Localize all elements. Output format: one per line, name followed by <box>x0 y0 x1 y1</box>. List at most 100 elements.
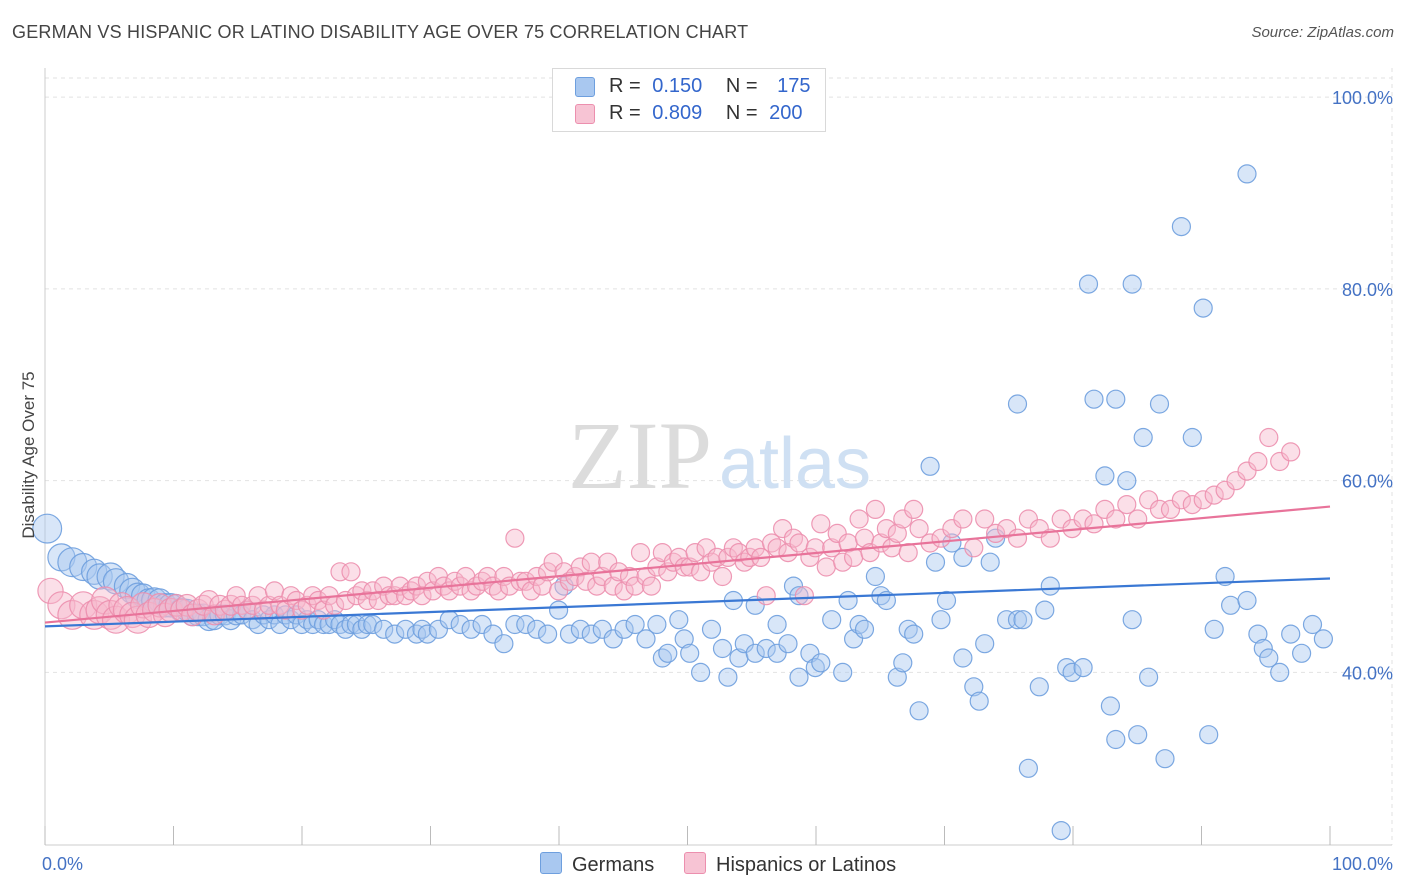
y-tick-label: 60.0% <box>1342 472 1393 492</box>
german-point <box>1122 610 1142 630</box>
hispanic-point <box>865 499 886 519</box>
hispanic-point <box>101 605 131 634</box>
german-point <box>822 610 842 630</box>
german-point <box>570 619 591 639</box>
german-point <box>363 614 383 635</box>
german-point <box>1007 394 1028 414</box>
hispanic-point <box>641 576 662 596</box>
german-point <box>374 619 394 639</box>
hispanic-point <box>778 542 798 563</box>
german-point <box>701 619 722 639</box>
german-point <box>559 624 580 644</box>
x-tick-label: 0.0% <box>42 854 83 874</box>
hispanic-point <box>1281 442 1301 462</box>
hispanic-point <box>412 586 432 606</box>
german-point <box>953 648 973 668</box>
german-point <box>789 586 809 606</box>
germans-points <box>32 164 1334 841</box>
legend-n-value: 175 <box>777 75 811 97</box>
hispanic-point <box>625 576 645 596</box>
hispanic-point <box>849 509 869 529</box>
german-point <box>461 619 481 639</box>
german-point <box>1007 610 1028 630</box>
axes <box>44 68 1392 846</box>
chart-title: GERMAN VS HISPANIC OR LATINO DISABILITY … <box>12 22 749 42</box>
hispanic-point <box>587 576 607 596</box>
german-point <box>800 643 820 663</box>
gridlines <box>45 68 1393 845</box>
german-point <box>1259 648 1279 668</box>
hispanic-point <box>953 509 973 529</box>
german-point <box>1040 576 1060 596</box>
german-point <box>887 667 907 687</box>
german-point <box>1155 749 1175 769</box>
german-point <box>1035 600 1055 620</box>
legend-swatch-hispanics <box>684 852 706 874</box>
hispanic-point <box>712 566 733 587</box>
german-point <box>1215 566 1235 587</box>
german-point <box>483 624 503 644</box>
legend-item-hispanics[interactable]: Hispanics or Latinos <box>684 852 896 878</box>
hispanic-point <box>893 509 913 529</box>
hispanic-point <box>37 577 64 605</box>
hispanic-point <box>772 518 793 539</box>
hispanic-point <box>794 586 815 606</box>
hispanic-point <box>816 557 836 577</box>
hispanic-point <box>341 562 361 582</box>
german-point <box>909 701 929 721</box>
hispanic-point <box>1106 509 1126 529</box>
german-point <box>581 624 601 644</box>
hispanic-point <box>827 523 847 544</box>
hispanic-point <box>756 586 776 606</box>
german-point <box>32 513 63 544</box>
german-point <box>964 677 984 697</box>
german-point <box>450 614 470 635</box>
german-point <box>1204 619 1224 639</box>
legend-item-germans[interactable]: Germans <box>540 852 654 878</box>
hispanic-point <box>680 557 700 577</box>
x-tick-label: 100.0% <box>1332 854 1393 874</box>
german-point <box>674 629 694 649</box>
german-point <box>1029 677 1049 697</box>
german-point <box>1095 466 1115 486</box>
german-point <box>838 590 858 611</box>
german-point <box>936 590 957 611</box>
german-point <box>1270 662 1290 683</box>
german-point <box>854 619 875 639</box>
hispanic-point <box>1117 495 1137 515</box>
german-point <box>1062 662 1082 683</box>
hispanic-point <box>1051 509 1071 529</box>
stats-legend: R = 0.150 N = 175 R = 0.809 N = 200 <box>552 68 826 132</box>
watermark-atlas: atlas <box>719 424 871 504</box>
hispanic-point <box>548 581 569 601</box>
german-point <box>417 624 437 644</box>
german-point <box>953 547 973 568</box>
german-point <box>1149 394 1170 414</box>
hispanic-point <box>570 557 591 577</box>
legend-r-label: R = <box>609 102 641 124</box>
hispanic-point <box>1215 480 1235 500</box>
legend-n-label: N = <box>725 75 758 97</box>
german-point <box>789 667 809 687</box>
hispanic-point <box>79 599 110 630</box>
tick-labels: 40.0% 60.0% 80.0% 100.0% 0.0% 100.0% <box>42 88 1393 874</box>
german-point <box>904 624 924 644</box>
german-point <box>1133 427 1153 448</box>
y-axis-label: Disability Age Over 75 <box>19 371 38 538</box>
german-point <box>1084 389 1104 409</box>
legend-label-germans: Germans <box>572 854 655 876</box>
german-point <box>270 614 290 635</box>
hispanic-point <box>330 562 350 582</box>
legend-r-label: R = <box>609 75 641 97</box>
german-point <box>996 610 1017 630</box>
german-point <box>1073 657 1093 678</box>
watermark-zip: ZIP <box>568 402 712 509</box>
german-point <box>1106 729 1126 750</box>
legend-swatch-germans <box>540 852 562 874</box>
german-point <box>1248 624 1268 644</box>
german-point <box>756 638 776 659</box>
german-point <box>1281 624 1301 644</box>
hispanic-point <box>1018 509 1039 529</box>
german-point <box>658 643 678 663</box>
